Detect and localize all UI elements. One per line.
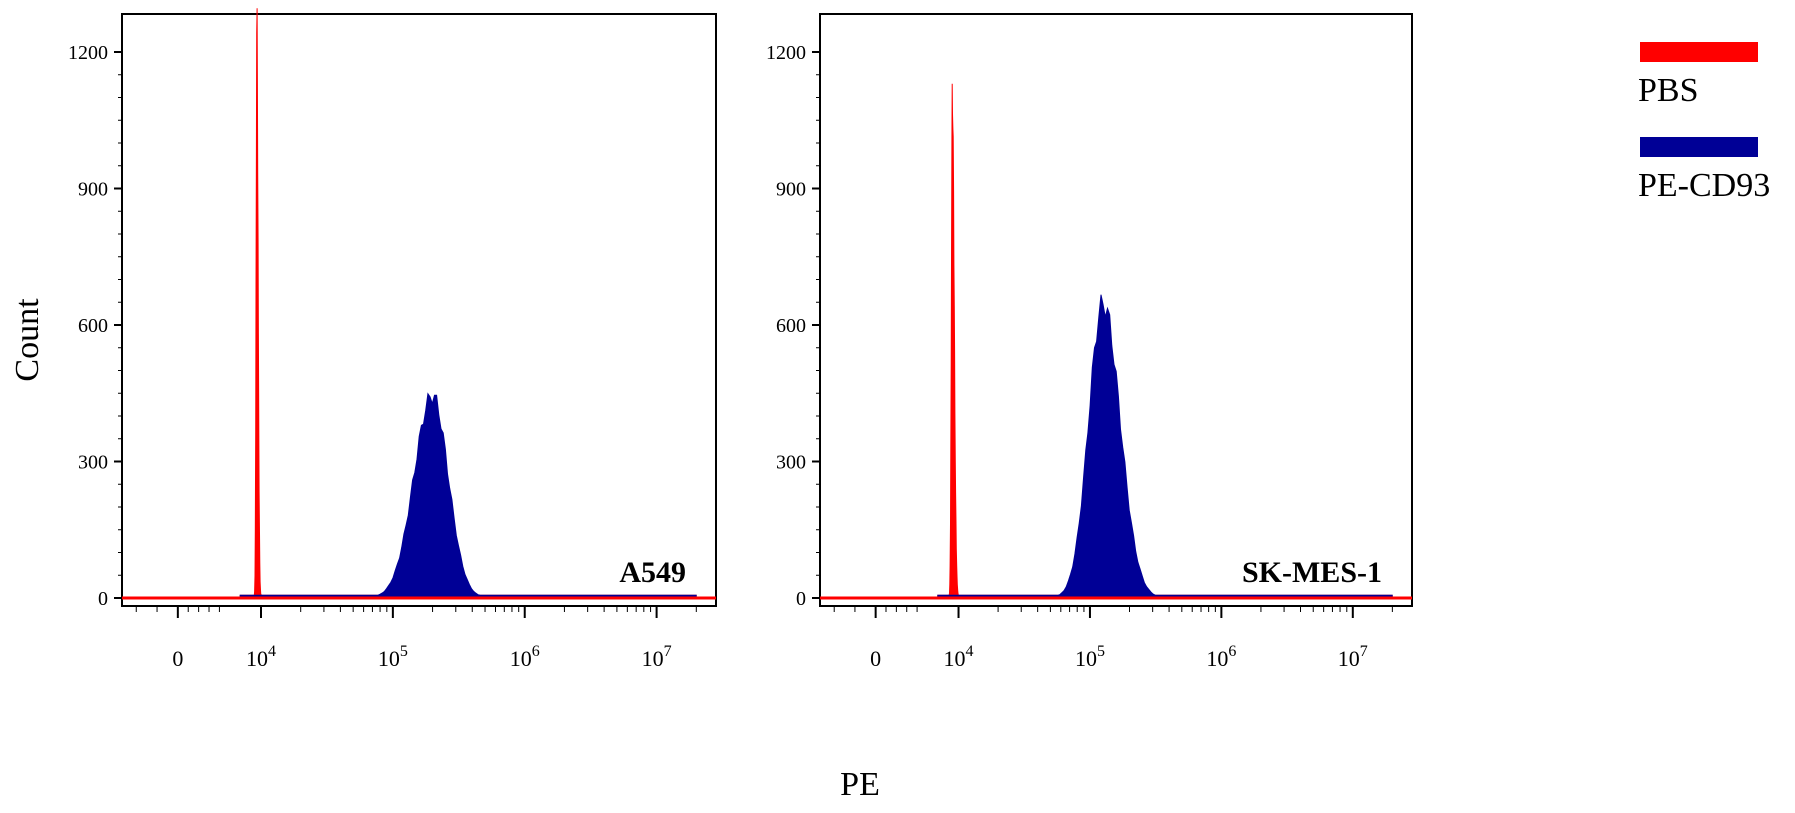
legend-swatch-pe-cd93	[1640, 137, 1758, 157]
legend-label-pbs: PBS	[1638, 72, 1699, 109]
y-tick-label: 600	[776, 315, 806, 337]
x-tick-label: 104	[944, 643, 974, 671]
y-tick-label: 1200	[766, 42, 806, 64]
y-axis-label: Count	[9, 298, 46, 382]
legend: PBS PE-CD93	[1638, 36, 1790, 226]
x-tick-label: 106	[1206, 643, 1236, 671]
histogram-pbs	[937, 83, 1393, 599]
x-tick-label: 0	[870, 646, 881, 671]
legend-item-pbs: PBS	[1638, 36, 1790, 131]
x-tick-label: 105	[1075, 643, 1105, 671]
legend-swatch-pbs	[1640, 42, 1758, 62]
y-tick-label: 300	[78, 452, 108, 474]
y-tick-label: 0	[98, 588, 108, 610]
panel-label: A549	[619, 556, 686, 589]
x-tick-label: 104	[246, 643, 276, 671]
x-tick-label: 106	[510, 643, 540, 671]
x-axis-label: PE	[840, 766, 880, 803]
plot-frame	[121, 13, 717, 607]
x-tick-label: 0	[172, 646, 183, 671]
panel-label: SK-MES-1	[1242, 556, 1382, 589]
x-tick-label: 105	[378, 643, 408, 671]
y-tick-label: 1200	[68, 42, 108, 64]
y-tick-label: 900	[776, 179, 806, 201]
x-tick-label: 107	[642, 643, 672, 671]
x-tick-label: 107	[1338, 643, 1368, 671]
y-tick-label: 600	[78, 315, 108, 337]
y-tick-label: 300	[776, 452, 806, 474]
histogram-pe-cd93	[239, 392, 697, 599]
legend-label-pe-cd93: PE-CD93	[1638, 167, 1771, 204]
y-tick-label: 0	[796, 588, 806, 610]
plot-frame	[819, 13, 1413, 607]
y-tick-label: 900	[78, 179, 108, 201]
histogram-pe-cd93	[937, 294, 1393, 599]
histogram-panel-sk-mes-1: 0 300 600 900 1200 0 104 105 106 107 SK-MES-1	[766, 13, 1413, 671]
legend-item-pe-cd93: PE-CD93	[1638, 131, 1790, 226]
histogram-panel-a549: 0 300 600 900 1200 0 104 105 106 107 A549	[68, 8, 717, 671]
histogram-pbs	[239, 8, 697, 599]
